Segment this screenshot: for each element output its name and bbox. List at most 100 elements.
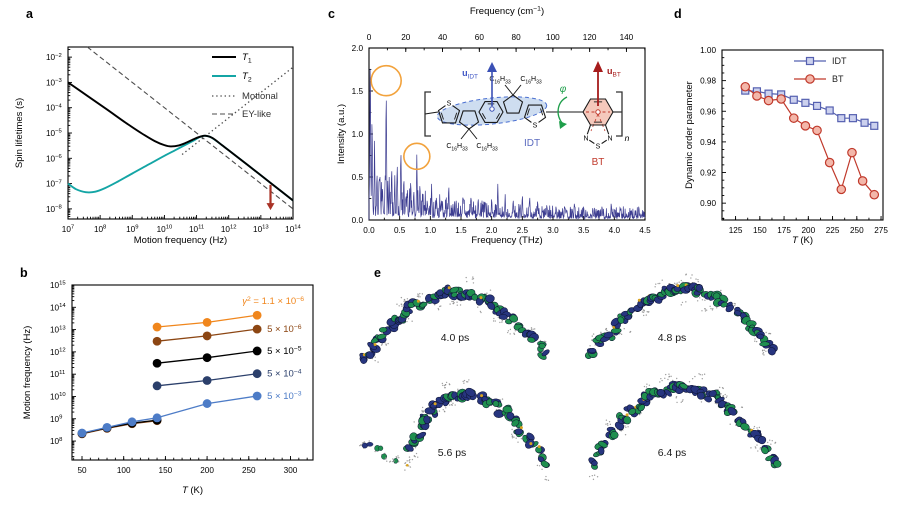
orbital-blob <box>465 387 476 397</box>
thiophene-left <box>437 102 461 124</box>
alkyl-sketch-dot <box>757 450 759 452</box>
panel-d-plot: 125 150 175 200 225 250 275 0.90 0.92 0.94 0.96 0.9… <box>684 46 888 246</box>
sulfur-dot <box>479 296 483 300</box>
alkyl-sketch-dot <box>404 462 407 464</box>
alkyl-sketch-dot <box>486 292 488 294</box>
alkyl-sketch-dot <box>419 292 421 295</box>
legend-label: IDT <box>832 56 847 66</box>
legend-label: Motional <box>242 91 278 102</box>
snapshot-time-label: 4.8 ps <box>658 332 687 344</box>
alkyl-sketch-dot <box>385 456 387 459</box>
y-tick-label: 10−7 <box>46 179 62 188</box>
series-marker-gamma2-5e-3 <box>202 399 212 408</box>
alkyl-sketch-dot <box>765 350 767 352</box>
orbital-blob <box>696 391 705 400</box>
top-tick-label: 40 <box>438 33 448 42</box>
y-tick-label: 1.0 <box>352 130 364 139</box>
alkyl-sketch-dot <box>403 300 405 303</box>
alkyl-sketch-dot <box>606 422 609 425</box>
alkyl-sketch-dot <box>643 385 646 388</box>
alkyl-sketch-dot <box>520 437 523 440</box>
alkyl-sketch-dot <box>756 427 758 429</box>
x-tick-label: 2.5 <box>517 226 529 235</box>
alkyl-sketch-dot <box>726 395 728 397</box>
alkyl-sketch-dot <box>511 428 513 431</box>
orbital-blob <box>708 390 717 397</box>
series-marker-gamma2-5e-3 <box>152 413 162 423</box>
alkyl-sketch-dot <box>507 330 510 332</box>
alkyl-sketch-dot <box>393 460 396 462</box>
x-tick-label: 125 <box>729 226 743 235</box>
alkyl-sketch-dot <box>722 387 724 390</box>
panel-d-label: d <box>674 7 682 21</box>
series-marker-gamma2-5e-6 <box>202 331 212 341</box>
alkyl-sketch-dot <box>409 466 412 468</box>
alkyl-sketch-dot <box>648 311 650 313</box>
y-tick-label: 1011 <box>50 370 65 379</box>
alkyl-sketch-dot <box>398 457 400 459</box>
alkyl-sketch-dot <box>466 381 468 383</box>
alkyl-sketch-dot <box>765 331 767 334</box>
orbital-blob <box>591 460 598 466</box>
alkyl-sketch-dot <box>607 424 609 426</box>
alkyl-sketch-dot <box>437 307 439 310</box>
orbital-blob <box>727 407 737 416</box>
alkyl-sketch-dot <box>536 464 539 467</box>
bond <box>512 84 522 96</box>
alkyl-sketch-dot <box>659 282 661 285</box>
alkyl-sketch-dot <box>701 374 704 376</box>
top-axis-title: Frequency (cm−1) <box>470 6 544 17</box>
alkyl-sketch-dot <box>417 456 419 458</box>
alkyl-sketch-dot <box>654 286 656 288</box>
bond <box>468 128 478 140</box>
y-axis-title: Intensity (a.u.) <box>336 104 347 164</box>
alkyl-sketch-dot <box>396 303 398 305</box>
series-marker-gamma2-5e-6 <box>252 324 262 334</box>
orbital-blob <box>492 400 500 407</box>
alkyl-sketch-dot <box>642 311 645 314</box>
alkyl-sketch-dot <box>589 345 591 347</box>
double-bond <box>481 112 487 120</box>
panel-e-label: e <box>374 266 381 280</box>
sulfur-dot <box>637 298 641 302</box>
right-bracket <box>616 91 623 137</box>
y-tick-label: 1013 <box>50 325 66 334</box>
marker-idt <box>837 114 846 123</box>
alkyl-sketch-dot <box>501 319 504 322</box>
alkyl-sketch-dot <box>593 474 596 476</box>
alkyl-sketch-dot <box>463 379 466 382</box>
alkyl-sketch-dot <box>530 328 533 331</box>
alkyl-sketch-dot <box>374 450 376 453</box>
md-snapshot-4.8ps: 4.8 ps <box>585 273 778 359</box>
series-marker-gamma2-5e-4 <box>152 381 162 391</box>
alkyl-sketch-dot <box>377 361 379 363</box>
marker-bt <box>857 176 868 186</box>
alkyl-sketch-dot <box>406 320 408 323</box>
alkyl-sketch-dot <box>538 465 541 467</box>
top-tick-label: 100 <box>546 33 560 42</box>
alkyl-sketch-dot <box>729 423 731 425</box>
marker-bt <box>800 121 811 131</box>
alkyl-sketch-dot <box>754 340 756 342</box>
orbital-blob <box>603 331 614 339</box>
orbital-blob <box>761 446 769 455</box>
alkyl-sketch-dot <box>438 410 441 412</box>
series-marker-gamma2-1.1e-6 <box>202 318 212 327</box>
alkyl-sketch-dot <box>545 341 547 343</box>
alkyl-sketch-dot <box>387 342 389 345</box>
marker-bt <box>836 184 847 195</box>
y-axis-title: Spin lifetimes (s) <box>14 98 25 168</box>
alkyl-sketch-dot <box>671 379 674 382</box>
alkyl-sketch-dot <box>655 283 657 285</box>
alkyl-sketch-dot <box>695 278 697 280</box>
x-tick-label: 108 <box>94 225 107 234</box>
y-tick-label: 109 <box>50 414 62 423</box>
idt-axis-origin <box>489 106 495 112</box>
alkyl-sketch-dot <box>761 349 764 351</box>
alkyl-sketch-dot <box>722 395 725 397</box>
sulfur-dot <box>416 299 420 303</box>
curve-ey-like <box>86 46 294 210</box>
alkyl-sketch-dot <box>675 283 677 286</box>
alkyl-sketch-dot <box>756 444 758 446</box>
alkyl-sketch-dot <box>771 440 773 442</box>
